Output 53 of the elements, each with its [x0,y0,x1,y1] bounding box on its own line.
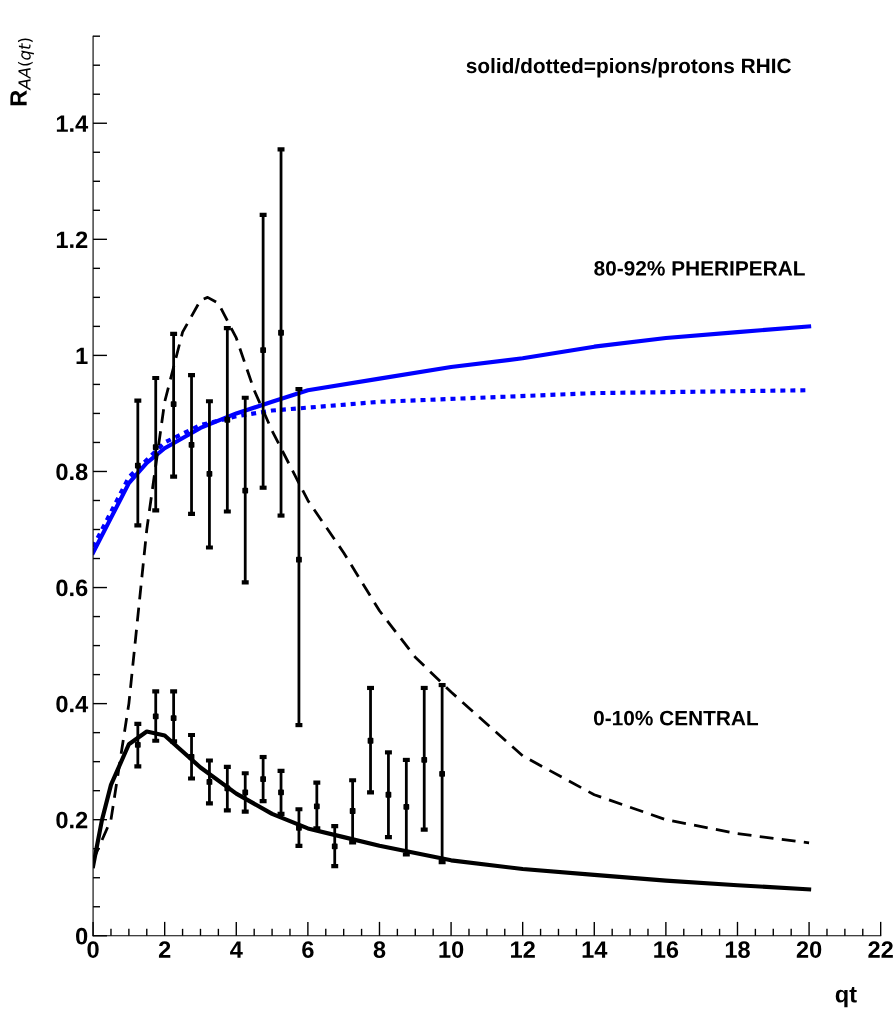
point [170,401,177,408]
point [206,779,213,785]
x-tick-label: 8 [373,941,386,958]
point [188,754,195,760]
y-tick-label: 1.2 [56,231,88,248]
point [206,470,213,477]
point [403,804,410,810]
point [188,441,195,448]
y-tick-label: 0.4 [56,695,89,713]
x-tick-label: 12 [511,941,535,958]
point [170,715,177,722]
x-tick-label: 22 [868,941,893,958]
point [385,791,392,798]
y-tick-label: 1 [76,347,88,364]
point [134,741,141,748]
x-tick-label: 20 [796,941,822,958]
point [260,347,267,354]
point [152,444,159,450]
annotation: 0-10% CENTRAL [593,710,759,726]
point [421,757,428,763]
point [296,556,302,563]
point [349,808,356,814]
x-tick-label: 16 [654,941,679,958]
annotation: solid/dotted=pions/protons RHIC [466,57,791,78]
x-tick-label: 6 [302,941,314,958]
point [152,713,159,720]
x-tick-label: 18 [725,941,750,958]
x-tick-label: 2 [158,941,171,958]
point [242,789,249,796]
point [278,789,284,796]
point [224,416,231,423]
x-axis-title: qt [835,986,857,1008]
y-tick-label: 0.6 [56,579,88,597]
point [296,824,302,831]
y-tick-label: 0.2 [56,811,88,829]
point [260,776,267,782]
x-tick-label: 10 [439,941,464,958]
point [313,803,320,810]
point [278,329,284,336]
line-series [93,324,812,555]
y-axis-title: R$_{AA(qt)}$ [10,38,34,106]
y-tick-label: 1.4 [56,115,89,132]
x-tick-label: 4 [230,941,243,958]
x-tick-label: 14 [582,941,608,958]
y-tick-label: 0.8 [56,463,88,481]
y-tick-label: 0 [76,927,88,945]
point [367,737,374,744]
point [331,843,338,850]
point [439,770,446,777]
point [242,487,249,494]
point [134,462,141,469]
point [224,785,231,792]
annotation: 80-92% PHERIPERAL [594,260,805,276]
